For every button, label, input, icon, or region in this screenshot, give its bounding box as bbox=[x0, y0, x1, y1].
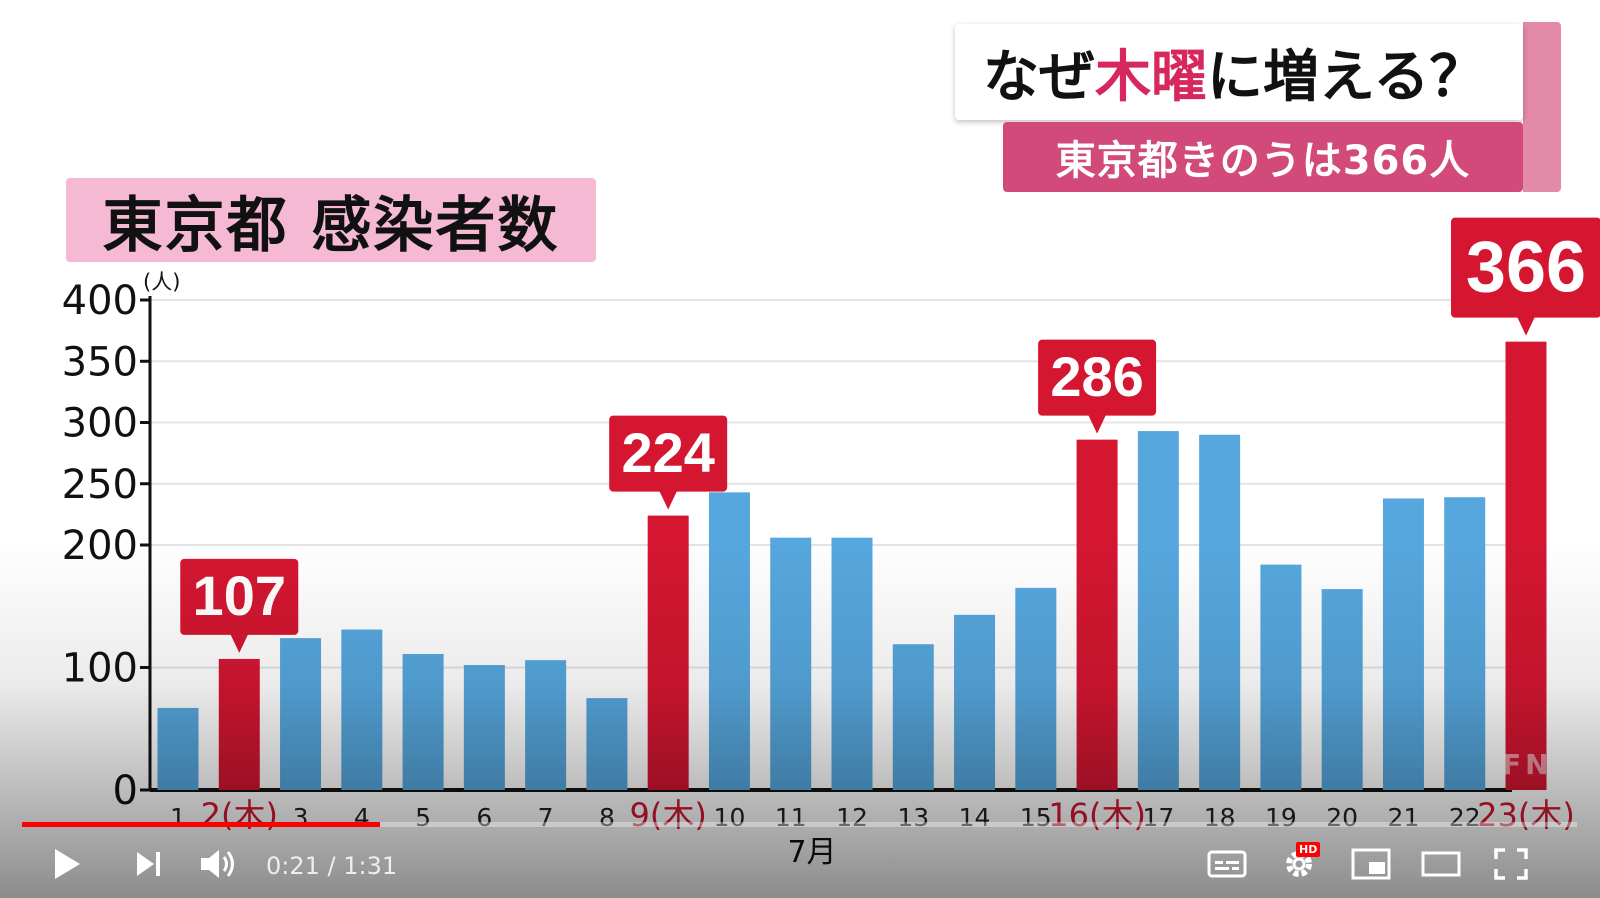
bar bbox=[1137, 431, 1179, 790]
x-tick-label: 23(木) bbox=[1477, 796, 1575, 834]
x-tick-label: 6 bbox=[476, 803, 492, 832]
callout-box bbox=[609, 415, 728, 492]
x-tick-label: 16(木) bbox=[1048, 796, 1146, 834]
x-tick-label: 18 bbox=[1204, 803, 1236, 832]
progress-fill bbox=[22, 822, 380, 827]
bar bbox=[892, 644, 934, 790]
callout-box bbox=[180, 558, 299, 635]
callout-box bbox=[1451, 217, 1600, 318]
x-tick-label: 9(木) bbox=[630, 796, 707, 834]
bar bbox=[1199, 434, 1241, 790]
bar bbox=[402, 654, 444, 790]
x-tick-label: 15 bbox=[1020, 803, 1052, 832]
data-callout: 107 bbox=[180, 558, 299, 653]
miniplayer-icon[interactable] bbox=[1344, 836, 1398, 892]
data-label: 107 bbox=[193, 564, 286, 627]
settings-icon[interactable]: HD bbox=[1272, 836, 1326, 892]
theater-icon[interactable] bbox=[1414, 836, 1468, 892]
y-tick-label: 350 bbox=[62, 339, 138, 385]
y-tick-label: 0 bbox=[113, 768, 138, 814]
x-tick-label: 3 bbox=[293, 803, 309, 832]
x-tick-label: 4 bbox=[354, 803, 370, 832]
subheadline-box: 東京都きのうは366人 bbox=[1003, 122, 1523, 192]
bar bbox=[1444, 497, 1486, 790]
data-callout: 366 bbox=[1451, 217, 1600, 336]
time-display: 0:21 / 1:31 bbox=[266, 852, 398, 880]
headline-tab bbox=[1523, 22, 1561, 192]
x-tick-label: 7 bbox=[538, 803, 554, 832]
callout-box bbox=[1038, 339, 1157, 416]
y-tick-label: 250 bbox=[62, 462, 138, 508]
x-tick-label: 1 bbox=[170, 803, 186, 832]
bar bbox=[463, 665, 505, 790]
callout-pointer bbox=[1088, 414, 1107, 434]
volume-icon[interactable] bbox=[192, 836, 248, 892]
y-tick-label: 300 bbox=[62, 401, 138, 447]
x-tick-label: 5 bbox=[415, 803, 431, 832]
data-label: 224 bbox=[621, 421, 714, 484]
progress-bar[interactable] bbox=[22, 822, 1577, 827]
x-tick-label: 14 bbox=[959, 803, 991, 832]
next-icon[interactable] bbox=[124, 836, 174, 892]
bar bbox=[1015, 587, 1057, 790]
data-callout: 286 bbox=[1038, 339, 1157, 434]
headline-part1: なぜ bbox=[983, 44, 1095, 110]
bar bbox=[280, 638, 322, 790]
headline-part2: に増える？ bbox=[1207, 44, 1486, 110]
watermark: FNN bbox=[1502, 748, 1580, 781]
bar bbox=[525, 660, 567, 790]
bar bbox=[586, 698, 628, 790]
x-tick-label: 12 bbox=[836, 803, 868, 832]
x-tick-label: 11 bbox=[775, 803, 807, 832]
bar bbox=[157, 707, 199, 790]
bar bbox=[341, 629, 383, 790]
x-tick-label: 22 bbox=[1449, 803, 1481, 832]
y-tick-label: 100 bbox=[62, 646, 138, 692]
bar bbox=[954, 614, 996, 790]
subtitles-icon[interactable] bbox=[1200, 836, 1254, 892]
x-tick-label: 21 bbox=[1388, 803, 1420, 832]
hd-badge: HD bbox=[1296, 842, 1321, 857]
x-tick-label: 17 bbox=[1142, 803, 1174, 832]
bar bbox=[218, 658, 260, 790]
y-tick-label: 400 bbox=[62, 278, 138, 324]
y-unit-label: (人) bbox=[143, 270, 180, 294]
x-tick-label: 13 bbox=[897, 803, 929, 832]
bar bbox=[831, 537, 873, 790]
callout-pointer bbox=[230, 633, 249, 653]
data-label: 286 bbox=[1050, 345, 1143, 408]
data-label: 366 bbox=[1466, 228, 1586, 308]
chart-title-box: 東京都 感染者数 bbox=[66, 178, 596, 262]
x-axis-label: 7月 bbox=[787, 835, 836, 870]
x-tick-label: 20 bbox=[1326, 803, 1358, 832]
x-tick-label: 10 bbox=[714, 803, 746, 832]
bar bbox=[647, 515, 689, 790]
headline-accent: 木曜 bbox=[1095, 44, 1207, 110]
fullscreen-icon[interactable] bbox=[1484, 836, 1538, 892]
bar bbox=[770, 537, 812, 790]
player-controls: 0:21 / 1:31 HD bbox=[0, 836, 1600, 892]
bar bbox=[1382, 498, 1424, 790]
bar bbox=[1321, 589, 1363, 790]
subheadline: 東京都きのうは366人 bbox=[1055, 138, 1471, 184]
data-callout: 224 bbox=[609, 415, 728, 510]
x-tick-label: 2(木) bbox=[201, 796, 278, 834]
bar bbox=[1260, 564, 1302, 790]
x-tick-label: 19 bbox=[1265, 803, 1297, 832]
play-icon[interactable] bbox=[42, 836, 92, 892]
headline-box: なぜ木曜に増える？ bbox=[955, 24, 1523, 120]
callout-pointer bbox=[659, 490, 678, 510]
y-tick-label: 200 bbox=[62, 523, 138, 569]
callout-pointer bbox=[1517, 316, 1535, 336]
bar bbox=[1076, 439, 1118, 790]
headline: なぜ木曜に増える？ bbox=[983, 32, 1485, 113]
chart-title: 東京都 感染者数 bbox=[102, 190, 560, 261]
bar bbox=[708, 492, 750, 790]
bar bbox=[1505, 341, 1547, 790]
x-tick-label: 8 bbox=[599, 803, 615, 832]
